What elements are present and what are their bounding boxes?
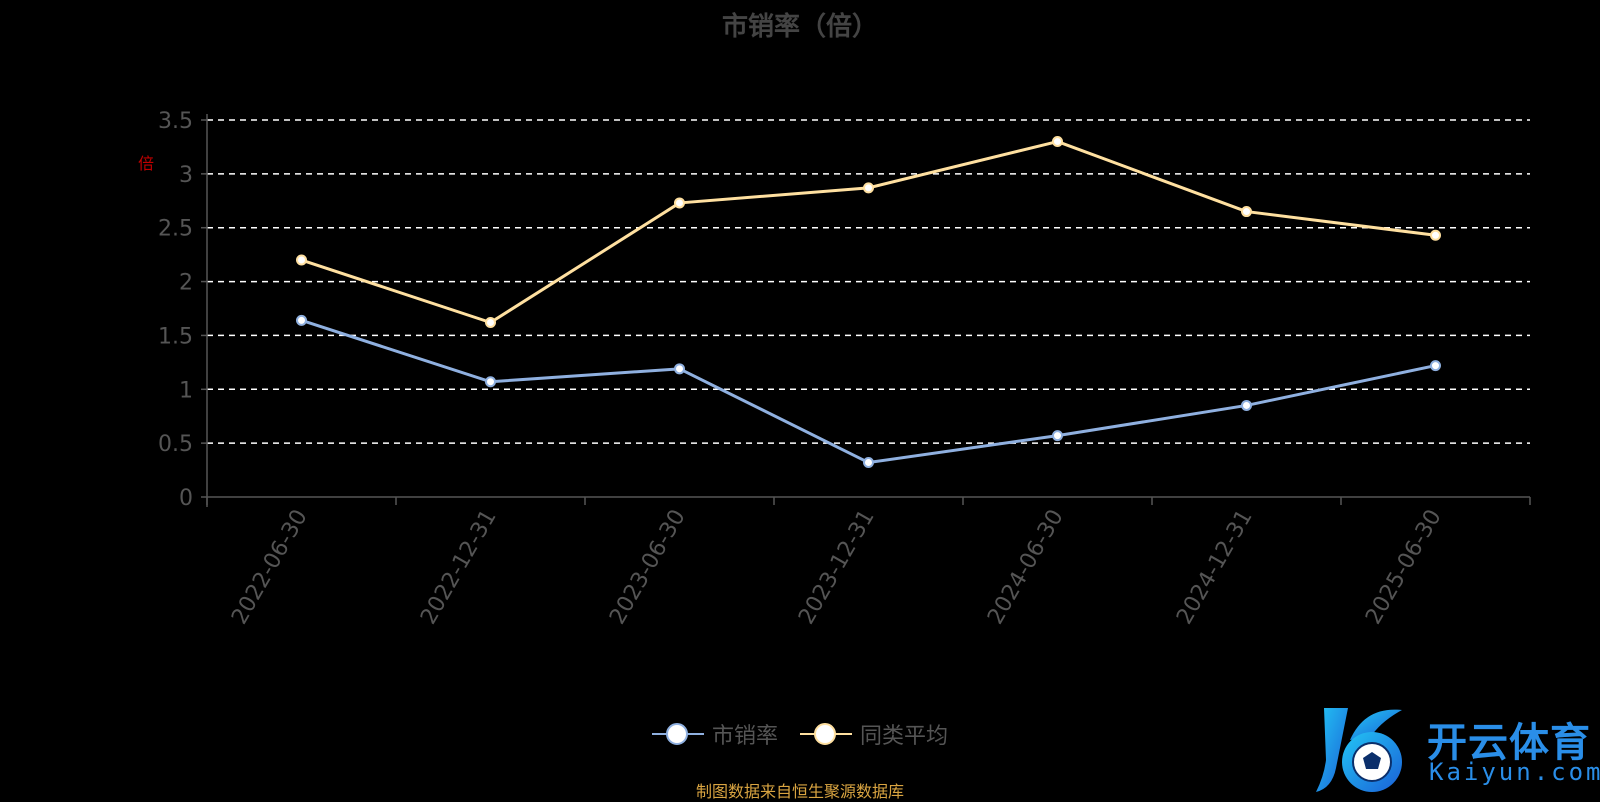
line-chart: 0 0.5 1 1.5 2 2.5 3 3.5 2022-06-30 2022-12-31 2023… — [158, 109, 1531, 629]
data-source-note: 制图数据来自恒生聚源数据库 — [695, 782, 904, 801]
watermark: 开云体育 Kaiyun.com — [1310, 700, 1600, 800]
y-tick-label: 0.5 — [158, 432, 193, 457]
data-point — [1052, 136, 1063, 148]
data-point — [863, 457, 874, 469]
y-tick-label: 3.5 — [158, 109, 193, 134]
x-tick-label: 2024-06-30 — [983, 506, 1069, 629]
y-axis-unit-label: 倍 — [138, 154, 155, 173]
data-point — [1052, 430, 1063, 442]
data-point — [863, 182, 874, 194]
data-point — [674, 363, 685, 375]
chart-title: 市销率（倍） — [721, 12, 878, 42]
data-point — [674, 197, 685, 209]
legend: 市销率 同类平均 — [0, 718, 1600, 750]
data-point — [1430, 229, 1441, 241]
x-tick-label: 2022-12-31 — [416, 506, 502, 629]
legend-item-series-2[interactable]: 同类平均 — [800, 718, 948, 750]
series-line-2 — [301, 140, 1436, 325]
x-tick-label: 2022-06-30 — [227, 506, 313, 629]
watermark-domain-text: Kaiyun.com — [1429, 758, 1600, 786]
data-point — [296, 254, 307, 266]
legend-marker-icon — [800, 722, 852, 746]
data-point — [485, 376, 496, 388]
y-tick-label: 3 — [179, 163, 193, 188]
legend-label: 市销率 — [711, 724, 778, 749]
y-tick-label: 1.5 — [158, 324, 193, 349]
data-point — [296, 314, 307, 326]
legend-label: 同类平均 — [860, 724, 949, 749]
soccer-ball-logo-icon — [1316, 708, 1402, 792]
series-line-1 — [301, 318, 1436, 465]
y-tick-label: 2.5 — [158, 217, 193, 242]
data-point — [1241, 206, 1252, 218]
x-tick-label: 2025-06-30 — [1361, 506, 1447, 629]
legend-marker-icon — [651, 722, 704, 746]
data-point — [1241, 399, 1252, 411]
y-tick-label: 2 — [179, 271, 193, 296]
x-tick-label: 2023-12-31 — [794, 506, 880, 629]
y-tick-label: 1 — [179, 378, 193, 403]
data-point — [1430, 360, 1441, 372]
watermark-brand-text: 开云体育 — [1427, 720, 1591, 766]
legend-item-series-1[interactable]: 市销率 — [651, 718, 778, 750]
x-tick-label: 2024-12-31 — [1172, 506, 1258, 629]
x-tick-label: 2023-06-30 — [605, 506, 691, 629]
data-point — [485, 317, 496, 329]
y-tick-label: 0 — [179, 486, 193, 511]
